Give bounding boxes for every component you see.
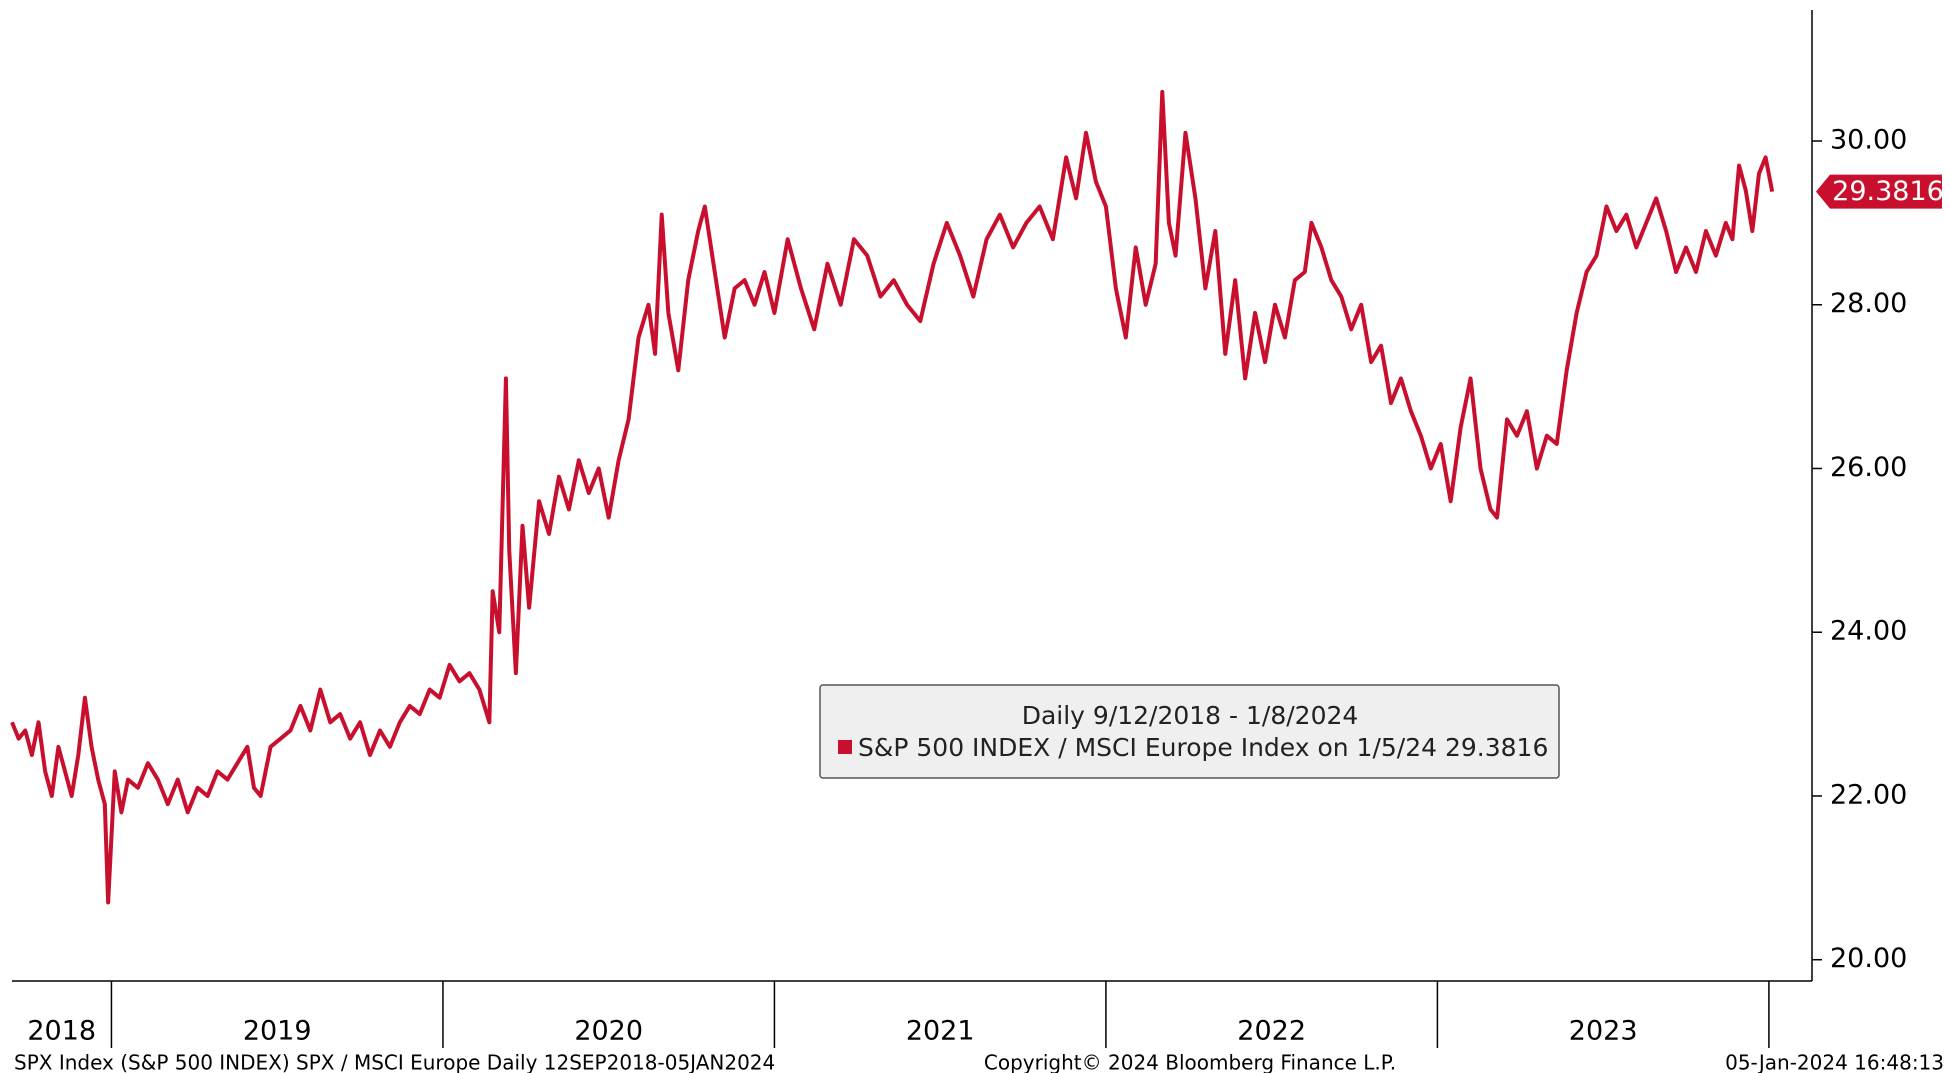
legend-box [819,684,1560,779]
legend-title: Daily 9/12/2018 - 1/8/2024 [1022,701,1359,730]
y-tick-label: 22.00 [1830,779,1907,810]
footer-center: Copyright© 2024 Bloomberg Finance L.P. [984,1051,1396,1073]
y-tick-label: 26.00 [1830,452,1907,483]
x-tick-label: 2020 [574,1016,643,1047]
last-value-label: 29.3816 [1832,176,1944,207]
legend-swatch [838,740,852,754]
y-tick-label: 30.00 [1830,124,1907,155]
x-tick-label: 2019 [243,1016,312,1047]
series-line [10,89,1775,905]
y-tick-label: 24.00 [1830,616,1907,647]
last-value-tag [1816,174,1942,209]
x-tick-label: 2021 [906,1016,975,1047]
y-tick-label: 28.00 [1830,288,1907,319]
legend-label: S&P 500 INDEX / MSCI Europe Index on 1/5… [858,733,1548,762]
x-tick-label: 2023 [1569,1016,1638,1047]
x-tick-label: 2022 [1237,1016,1306,1047]
footer-right: 05-Jan-2024 16:48:13 [1725,1051,1944,1073]
y-tick-label: 20.00 [1830,943,1907,974]
footer-left: SPX Index (S&P 500 INDEX) SPX / MSCI Eur… [14,1051,775,1073]
x-tick-label: 2018 [27,1016,96,1047]
